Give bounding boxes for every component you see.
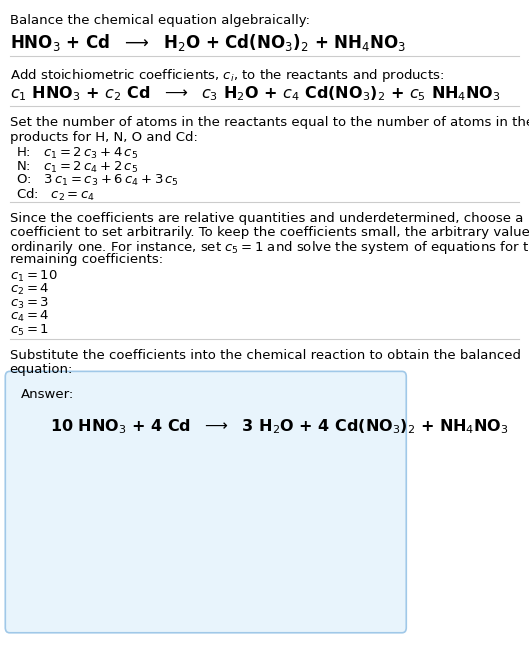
Text: $c_3 = 3$: $c_3 = 3$ — [10, 296, 49, 311]
Text: Balance the chemical equation algebraically:: Balance the chemical equation algebraica… — [10, 14, 309, 27]
Text: $c_5 = 1$: $c_5 = 1$ — [10, 323, 49, 338]
Text: Cd:   $c_2 = c_4$: Cd: $c_2 = c_4$ — [16, 187, 95, 203]
Text: N:   $c_1 = 2\,c_4 + 2\,c_5$: N: $c_1 = 2\,c_4 + 2\,c_5$ — [16, 160, 138, 175]
Text: $c_1 = 10$: $c_1 = 10$ — [10, 269, 57, 283]
Text: $c_4 = 4$: $c_4 = 4$ — [10, 309, 49, 324]
Text: ordinarily one. For instance, set $c_5 = 1$ and solve the system of equations fo: ordinarily one. For instance, set $c_5 =… — [10, 239, 529, 256]
Text: $c_1$ HNO$_3$ + $c_2$ Cd  $\longrightarrow$  $c_3$ H$_2$O + $c_4$ Cd(NO$_3$)$_2$: $c_1$ HNO$_3$ + $c_2$ Cd $\longrightarro… — [10, 85, 500, 104]
Text: H:   $c_1 = 2\,c_3 + 4\,c_5$: H: $c_1 = 2\,c_3 + 4\,c_5$ — [16, 146, 138, 161]
Text: coefficient to set arbitrarily. To keep the coefficients small, the arbitrary va: coefficient to set arbitrarily. To keep … — [10, 226, 529, 239]
Text: Since the coefficients are relative quantities and underdetermined, choose a: Since the coefficients are relative quan… — [10, 212, 523, 225]
FancyBboxPatch shape — [5, 371, 406, 633]
Text: equation:: equation: — [10, 363, 73, 376]
Text: $c_2 = 4$: $c_2 = 4$ — [10, 282, 49, 297]
Text: Set the number of atoms in the reactants equal to the number of atoms in the: Set the number of atoms in the reactants… — [10, 116, 529, 129]
Text: Answer:: Answer: — [21, 388, 75, 401]
Text: HNO$_3$ + Cd  $\longrightarrow$  H$_2$O + Cd(NO$_3$)$_2$ + NH$_4$NO$_3$: HNO$_3$ + Cd $\longrightarrow$ H$_2$O + … — [10, 32, 405, 53]
Text: Substitute the coefficients into the chemical reaction to obtain the balanced: Substitute the coefficients into the che… — [10, 349, 521, 362]
Text: remaining coefficients:: remaining coefficients: — [10, 253, 162, 266]
Text: products for H, N, O and Cd:: products for H, N, O and Cd: — [10, 131, 197, 144]
Text: 10 HNO$_3$ + 4 Cd  $\longrightarrow$  3 H$_2$O + 4 Cd(NO$_3$)$_2$ + NH$_4$NO$_3$: 10 HNO$_3$ + 4 Cd $\longrightarrow$ 3 H$… — [50, 417, 509, 436]
Text: Add stoichiometric coefficients, $c_i$, to the reactants and products:: Add stoichiometric coefficients, $c_i$, … — [10, 67, 444, 83]
Text: O:   $3\,c_1 = c_3 + 6\,c_4 + 3\,c_5$: O: $3\,c_1 = c_3 + 6\,c_4 + 3\,c_5$ — [16, 173, 179, 188]
